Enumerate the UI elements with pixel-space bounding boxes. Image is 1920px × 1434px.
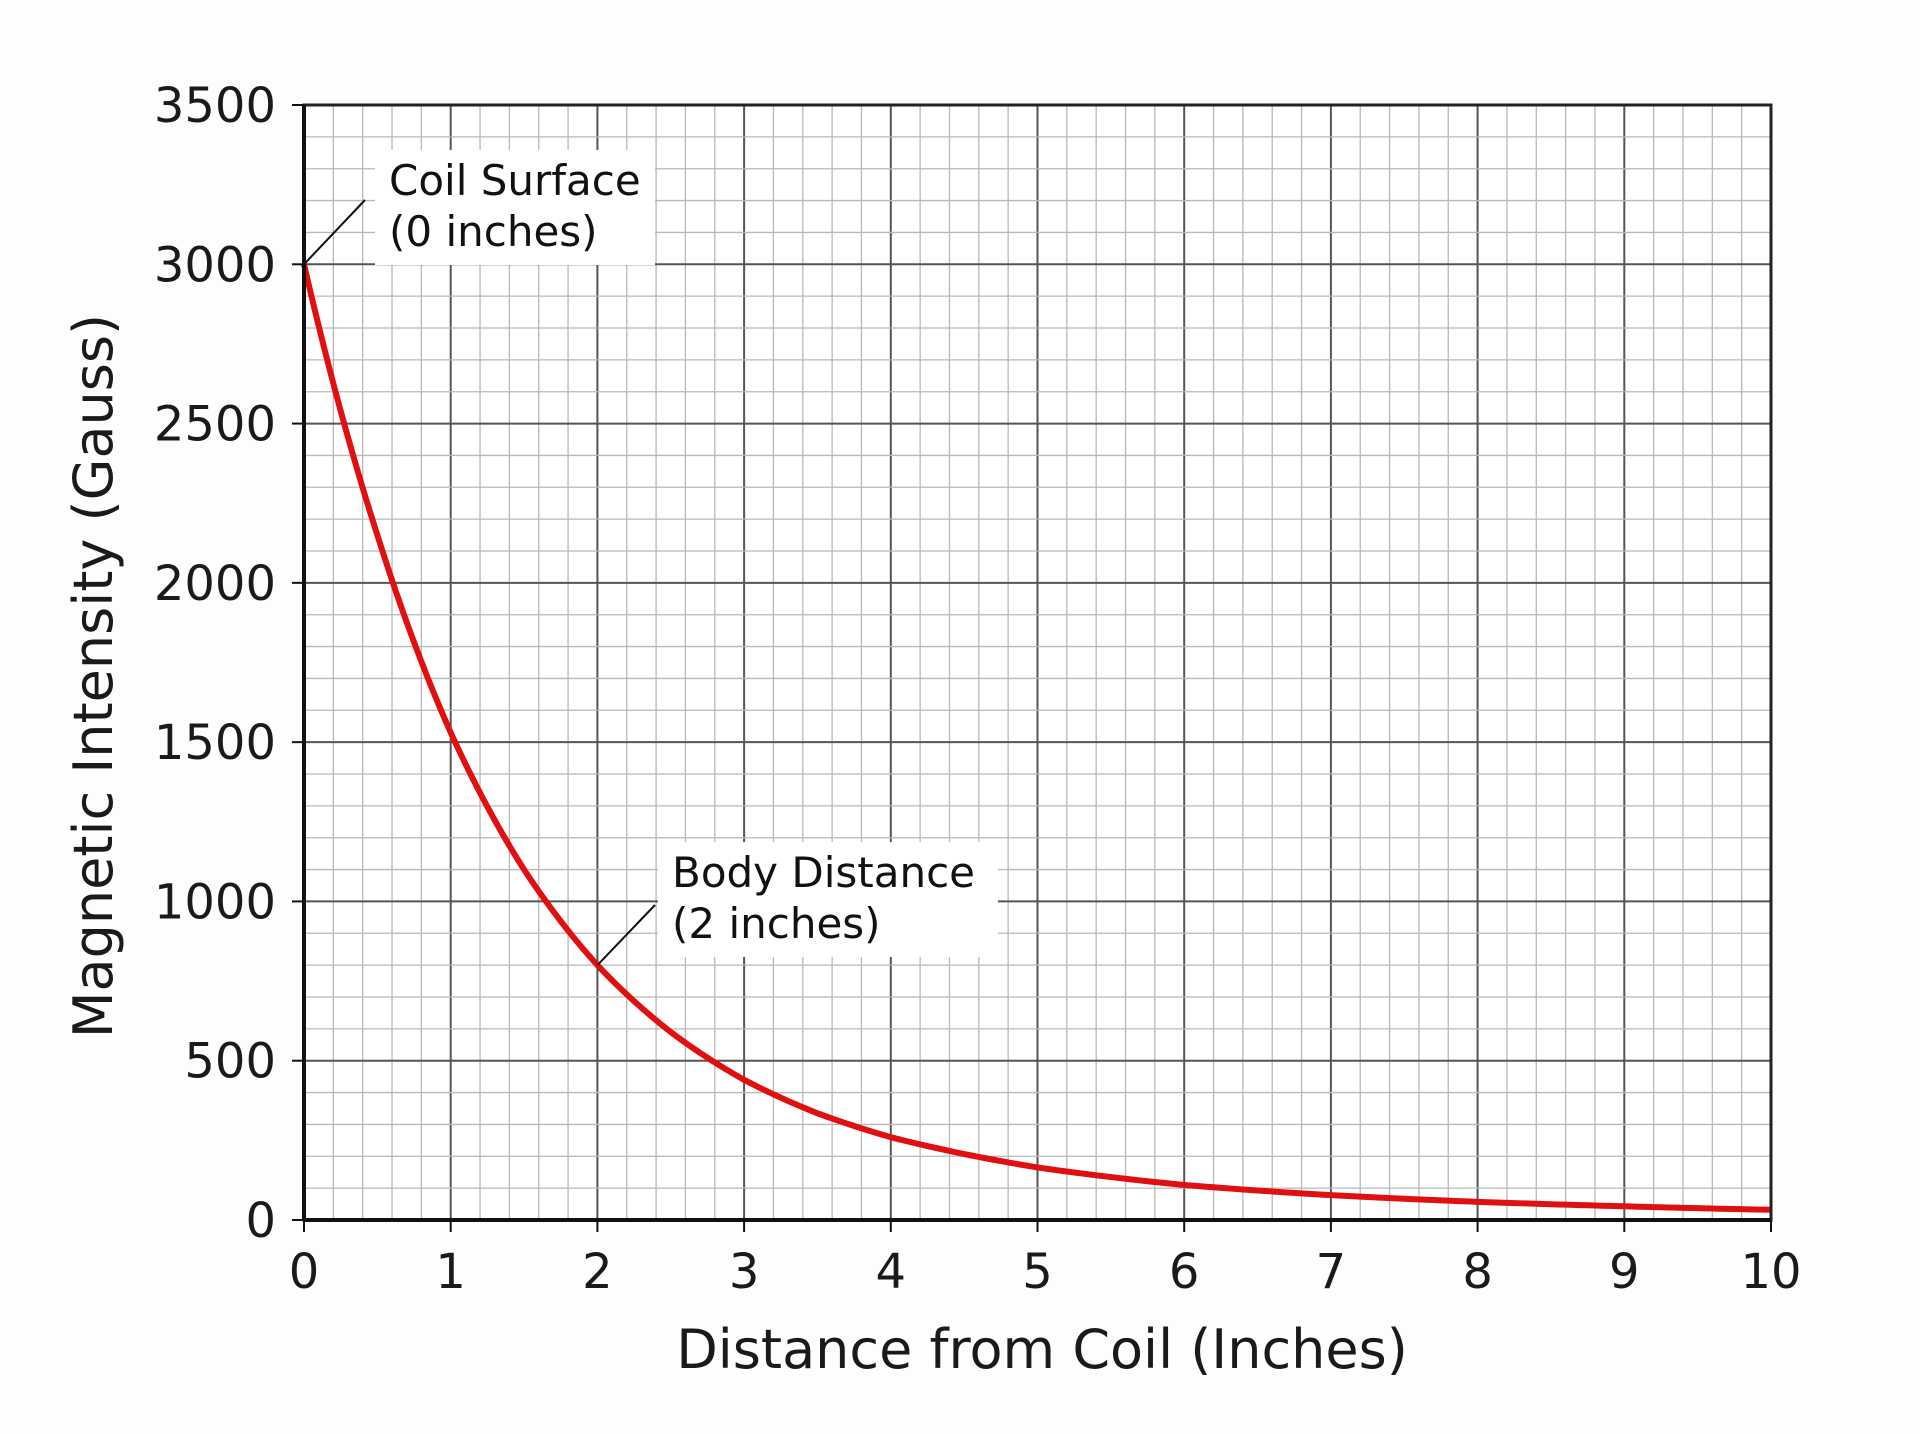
x-tick-label: 1 [435,1244,466,1300]
y-tick-label: 1500 [154,715,276,771]
y-tick-label: 2000 [154,556,276,612]
x-tick-label: 6 [1169,1244,1200,1300]
annotation-box [375,150,655,265]
x-tick-label: 8 [1462,1244,1493,1300]
x-tick-label: 0 [289,1244,320,1300]
tick-labels: 0 1 2 3 4 5 6 7 8 9 10 0 500 1000 1500 2000 2500 3000 3500 [154,78,1802,1300]
x-tick-label: 5 [1022,1244,1053,1300]
x-tick-label: 2 [582,1244,613,1300]
x-tick-label: 3 [729,1244,760,1300]
annotation-leader-line [303,199,366,265]
annotations: Coil Surface(0 inches) Body Distance(2 in… [303,150,998,966]
y-tick-label: 3500 [154,78,276,134]
y-tick-label: 2500 [154,397,276,453]
annotation-leader-line [596,904,656,966]
y-axis-label: Magnetic Intensity (Gauss) [62,314,125,1038]
annotation-text: (0 inches) [389,207,598,256]
y-tick-label: 3000 [154,237,276,293]
annotation-text: Body Distance [672,848,975,897]
series-curve [301,263,1772,1213]
x-tick-label: 10 [1740,1244,1801,1300]
y-tick-label: 1000 [154,874,276,930]
grid [303,104,1772,1221]
annotation-box [658,842,998,957]
y-tick-label: 500 [184,1034,276,1090]
x-tick-label: 7 [1316,1244,1347,1300]
y-tick-label: 0 [245,1193,276,1249]
annotation-text: (2 inches) [672,899,881,948]
annotation-text: Coil Surface [389,156,641,205]
x-tick-label: 4 [876,1244,907,1300]
x-axis-label: Distance from Coil (Inches) [676,1318,1408,1381]
x-tick-label: 9 [1609,1244,1640,1300]
series-line [301,263,1772,1213]
